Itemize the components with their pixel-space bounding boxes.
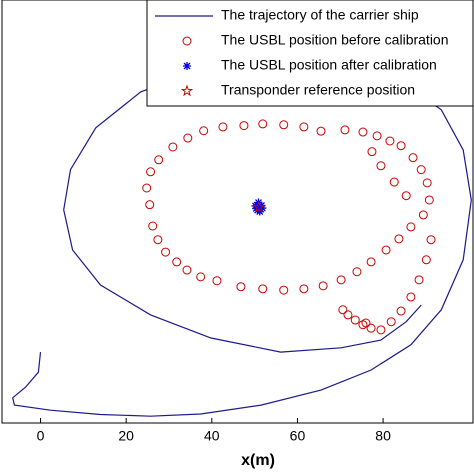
transponder-point xyxy=(252,200,266,213)
x-tick-label: 0 xyxy=(37,428,45,444)
usbl-before-point xyxy=(199,126,209,136)
usbl-before-point xyxy=(416,165,426,175)
usbl-before-point xyxy=(406,292,416,302)
plot-area xyxy=(12,61,472,417)
usbl-before-point xyxy=(421,255,431,265)
usbl-before-point xyxy=(366,257,376,267)
x-axis-label: x(m) xyxy=(241,452,275,469)
usbl-before-point xyxy=(183,133,193,143)
usbl-before-point xyxy=(418,210,428,220)
usbl-before-point xyxy=(153,235,163,245)
usbl-before-point xyxy=(154,155,164,165)
usbl-before-point xyxy=(172,257,182,267)
x-tick-label: 20 xyxy=(118,428,134,444)
usbl-before-point xyxy=(376,161,386,171)
legend-label: The USBL position after calibration xyxy=(221,57,437,73)
usbl-before-point xyxy=(366,323,376,333)
x-tick-label: 60 xyxy=(290,428,306,444)
trajectory-line xyxy=(12,61,472,417)
usbl-before-point xyxy=(145,200,155,210)
usbl-before-point xyxy=(212,276,222,286)
usbl-before-point xyxy=(142,183,152,193)
usbl-before-point xyxy=(386,317,396,327)
usbl-before-point xyxy=(381,245,391,255)
usbl-before-point xyxy=(299,122,309,132)
usbl-before-point xyxy=(218,122,228,132)
usbl-before-point xyxy=(385,136,395,146)
usbl-before-point xyxy=(426,235,436,245)
usbl-before-point xyxy=(352,267,362,277)
usbl-before-point xyxy=(258,119,268,129)
legend-box xyxy=(146,0,474,107)
usbl-before-point xyxy=(394,234,404,244)
usbl-before-point xyxy=(168,142,178,152)
legend-label: Transponder reference position xyxy=(221,82,415,98)
usbl-before-point xyxy=(376,325,386,335)
usbl-before-point xyxy=(408,153,418,163)
usbl-before-point xyxy=(316,126,326,136)
usbl-before-point xyxy=(350,315,360,325)
usbl-before-point xyxy=(396,306,406,316)
usbl-before-point xyxy=(389,177,399,187)
usbl-before-point xyxy=(279,120,289,130)
usbl-before-point xyxy=(161,247,171,257)
usbl-before-point xyxy=(318,281,328,291)
usbl-after-point xyxy=(258,204,267,213)
usbl-before-point xyxy=(239,121,249,131)
usbl-before-point xyxy=(422,178,432,188)
usbl-before-point xyxy=(361,318,371,328)
usbl-before-point xyxy=(396,141,406,151)
usbl-before-point xyxy=(299,284,309,294)
usbl-before-point xyxy=(414,275,424,285)
legend-marker xyxy=(182,36,192,46)
legend: The trajectory of the carrier ship The US… xyxy=(146,0,474,107)
usbl-before-point xyxy=(258,284,268,294)
legend-marker xyxy=(183,62,191,70)
axes-box xyxy=(1,0,474,424)
usbl-before-point xyxy=(338,305,348,315)
usbl-before-point xyxy=(340,125,350,135)
usbl-before-point xyxy=(279,285,289,295)
x-tick-label: 80 xyxy=(375,428,391,444)
usbl-before-point xyxy=(424,195,434,205)
x-tick-label: 40 xyxy=(204,428,220,444)
usbl-before-point xyxy=(401,191,411,201)
usbl-before-point xyxy=(343,310,353,320)
usbl-before-point xyxy=(148,221,158,231)
usbl-before-point xyxy=(367,147,377,157)
usbl-before-point xyxy=(358,127,368,137)
usbl-before-point xyxy=(146,167,156,177)
usbl-before-point xyxy=(196,272,206,282)
legend-label: The trajectory of the carrier ship xyxy=(221,7,419,23)
legend-label: The USBL position before calibration xyxy=(221,32,449,48)
legend-marker xyxy=(180,84,194,97)
usbl-before-point xyxy=(372,131,382,141)
usbl-before-point xyxy=(182,265,192,275)
usbl-before-point xyxy=(406,222,416,232)
usbl-before-point xyxy=(336,275,346,285)
usbl-before-point xyxy=(236,282,246,292)
